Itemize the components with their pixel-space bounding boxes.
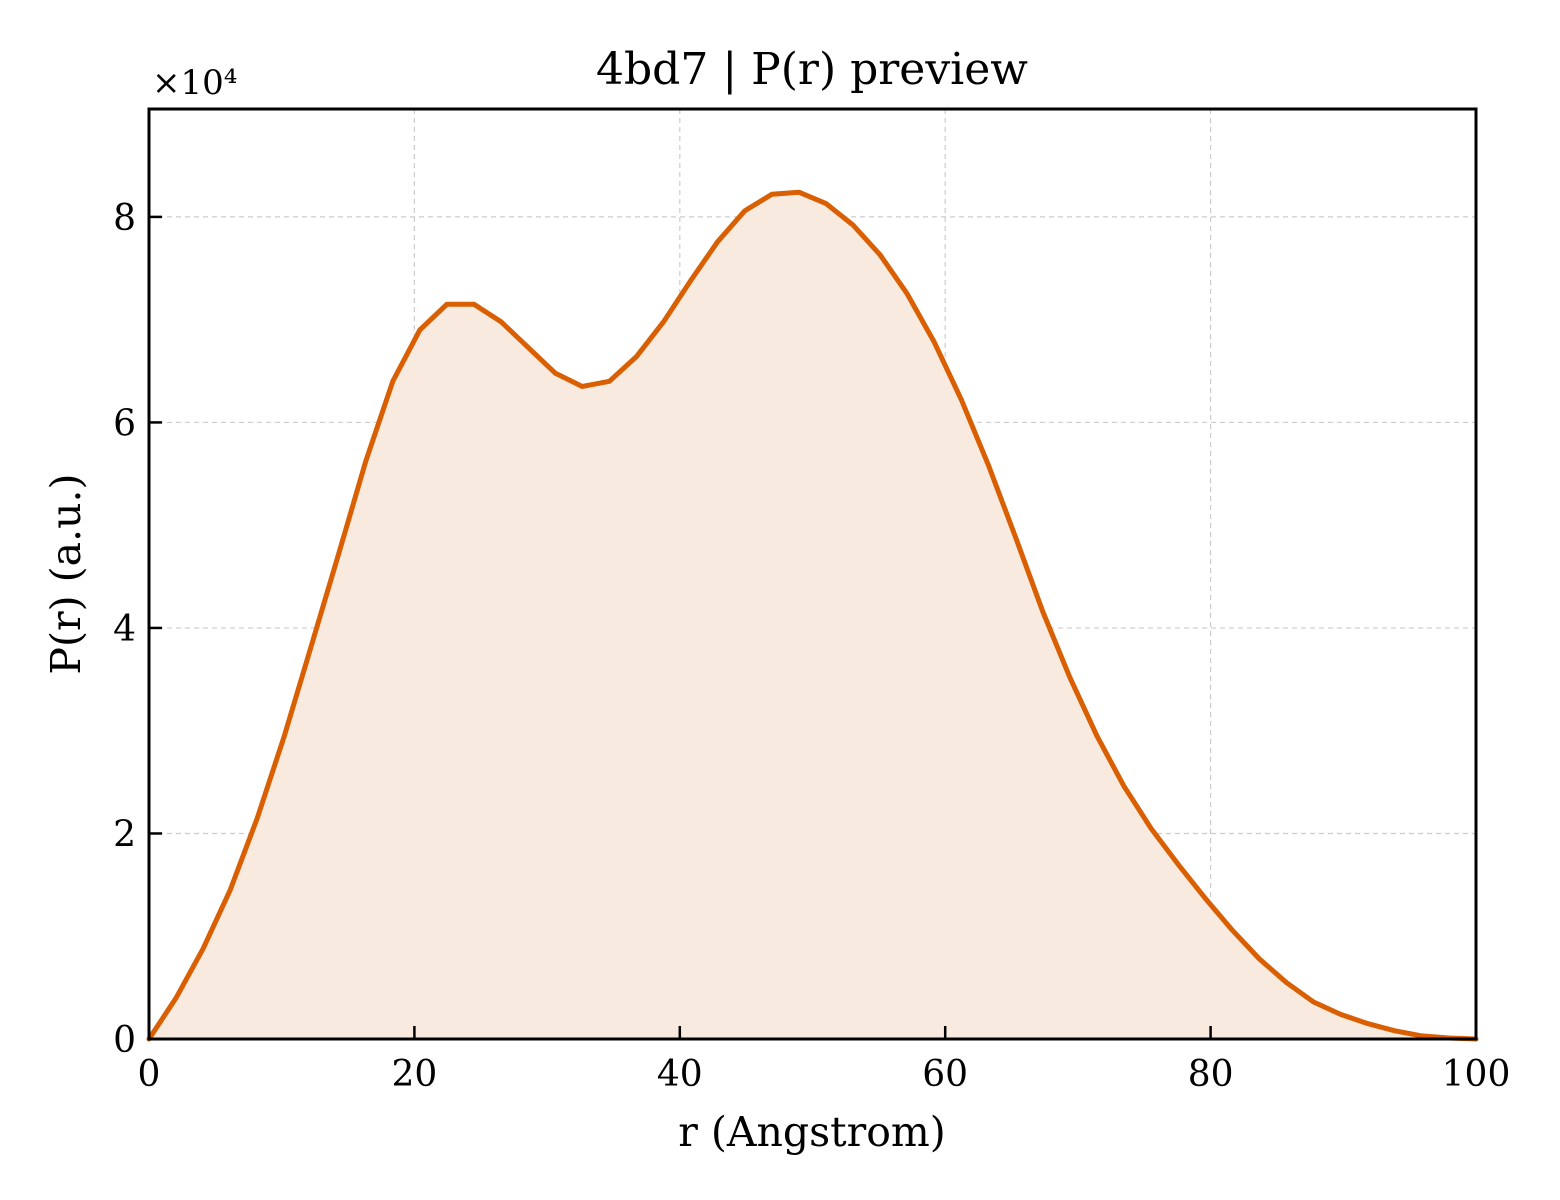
x-tick-label: 20 — [391, 1054, 437, 1095]
y-axis-ticks: 0 2 4 6 8 — [113, 198, 162, 1061]
x-axis-ticks: 0 20 40 60 80 100 — [138, 1026, 1511, 1095]
x-tick-label: 40 — [657, 1054, 703, 1095]
pr-area-fill — [149, 192, 1476, 1040]
y-axis-multiplier: ×10⁴ — [152, 63, 237, 103]
chart-title: 4bd7 | P(r) preview — [596, 44, 1028, 95]
x-tick-label: 60 — [922, 1054, 968, 1095]
y-tick-label: 0 — [113, 1020, 136, 1061]
x-tick-label: 100 — [1442, 1054, 1511, 1095]
y-axis-label: P(r) (a.u.) — [42, 473, 90, 674]
y-tick-label: 2 — [113, 814, 136, 855]
x-axis-label: r (Angstrom) — [678, 1108, 946, 1156]
pr-curve — [146, 189, 1479, 1042]
plot-frame — [147, 107, 1478, 1041]
x-tick-label: 80 — [1188, 1054, 1234, 1095]
x-tick-label: 0 — [138, 1054, 161, 1095]
y-tick-label: 4 — [113, 609, 136, 650]
y-tick-label: 6 — [113, 403, 136, 444]
y-tick-label: 8 — [113, 198, 136, 239]
